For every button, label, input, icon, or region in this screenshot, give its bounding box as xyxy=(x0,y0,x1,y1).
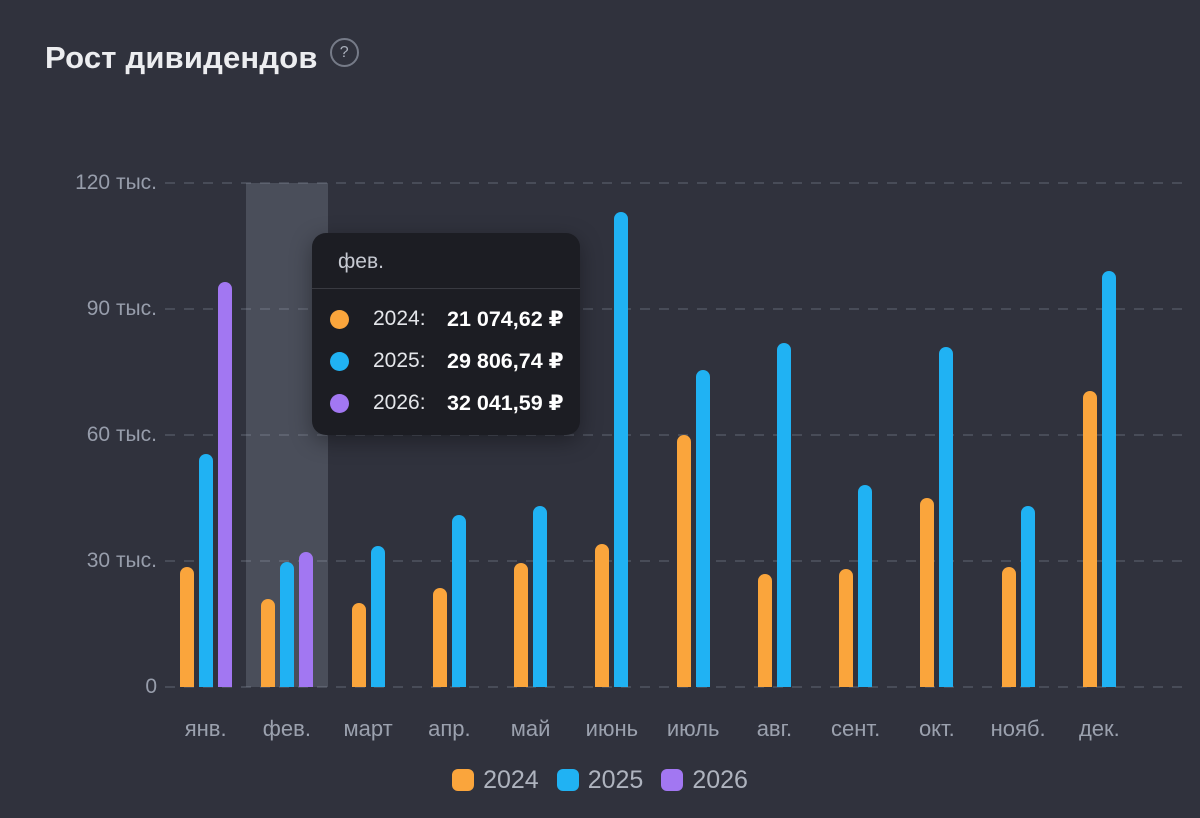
bar-2024-нояб.[interactable] xyxy=(1001,567,1016,687)
tooltip-series-dot-2025 xyxy=(330,351,349,371)
page-title: Рост дивидендов xyxy=(45,40,318,75)
legend-swatch-2026 xyxy=(661,769,684,791)
legend-item-2024[interactable]: 2024 xyxy=(452,766,539,795)
month-slot-сент. xyxy=(815,183,896,687)
legend-label: 2025 xyxy=(587,765,644,794)
bar-2024-сент.[interactable] xyxy=(839,569,854,687)
help-icon[interactable]: ? xyxy=(329,38,359,67)
bar-2025-апр.[interactable] xyxy=(451,515,466,687)
bar-2024-авг.[interactable] xyxy=(757,574,772,687)
tooltip-series-value: 21 074,62 ₽ xyxy=(447,306,564,331)
x-axis-label-март: март xyxy=(343,716,393,741)
month-slot-май xyxy=(490,183,571,687)
y-axis: 120 тыс. 90 тыс. 60 тыс. 30 тыс. 0 xyxy=(0,171,157,698)
x-axis-label-сент.: сент. xyxy=(831,716,881,741)
month-slot-нояб. xyxy=(978,183,1059,687)
x-axis: янв. фев. март апр. май июнь июль авг. сент. окт.… xyxy=(165,716,1185,748)
x-axis-label-июль: июль xyxy=(666,716,720,741)
x-axis-label-авг.: авг. xyxy=(756,716,793,741)
gridline xyxy=(165,182,1185,184)
tooltip-series-value: 32 041,59 ₽ xyxy=(447,390,564,415)
tooltip: фев. 2024: 21 074,62 ₽2025: 29 806,74 ₽202… xyxy=(312,233,580,435)
y-axis-tick: 120 тыс. xyxy=(75,171,157,194)
month-slot-июль xyxy=(653,183,734,687)
plot-area: фев. 2024: 21 074,62 ₽2025: 29 806,74 ₽202… xyxy=(165,182,1185,688)
y-axis-tick: 0 xyxy=(145,675,157,698)
y-axis-tick: 60 тыс. xyxy=(86,423,157,446)
tooltip-row-2025: 2025: 29 806,74 ₽ xyxy=(312,340,580,382)
x-axis-label-фев.: фев. xyxy=(262,716,311,741)
month-slot-окт. xyxy=(896,183,977,687)
bar-2025-фев.[interactable] xyxy=(279,562,294,687)
month-slot-авг. xyxy=(734,183,815,687)
month-slot-апр. xyxy=(409,183,490,687)
bar-2024-март[interactable] xyxy=(351,603,366,687)
month-slot-июнь xyxy=(571,183,652,687)
bar-2024-июнь[interactable] xyxy=(595,544,610,687)
question-mark-glyph: ? xyxy=(339,43,349,61)
bar-2026-фев.[interactable] xyxy=(298,552,313,687)
bar-2024-окт.[interactable] xyxy=(920,498,935,687)
legend-swatch-2025 xyxy=(556,769,579,791)
bar-2025-нояб.[interactable] xyxy=(1020,506,1035,687)
x-axis-label-июнь: июнь xyxy=(585,716,639,741)
bar-2025-янв.[interactable] xyxy=(198,454,213,687)
legend-item-2025[interactable]: 2025 xyxy=(556,765,644,795)
bar-2024-янв.[interactable] xyxy=(179,567,194,687)
legend-swatch-2024 xyxy=(452,769,475,791)
tooltip-series-value: 29 806,74 ₽ xyxy=(447,348,564,373)
x-axis-label-окт.: окт. xyxy=(918,716,955,741)
tooltip-series-dot-2026 xyxy=(330,393,349,413)
bar-2024-фев.[interactable] xyxy=(260,599,275,687)
bar-2025-дек.[interactable] xyxy=(1101,271,1116,687)
x-axis-label-апр.: апр. xyxy=(428,716,471,741)
bar-2024-апр.[interactable] xyxy=(432,588,447,687)
bar-2024-май[interactable] xyxy=(514,563,529,687)
bar-2025-авг.[interactable] xyxy=(776,343,791,687)
bar-2025-июль[interactable] xyxy=(695,370,710,687)
tooltip-series-label: 2026: xyxy=(373,391,426,414)
legend: 2024 2025 2026 xyxy=(0,762,1200,798)
tooltip-series-label: 2025: xyxy=(373,349,426,372)
x-axis-label-дек.: дек. xyxy=(1078,716,1120,741)
tooltip-title: фев. xyxy=(312,233,580,289)
x-axis-label-нояб.: нояб. xyxy=(990,716,1046,741)
legend-label: 2026 xyxy=(692,765,748,794)
tooltip-series-label: 2024: xyxy=(373,307,426,330)
tooltip-row-2024: 2024: 21 074,62 ₽ xyxy=(312,298,580,340)
x-axis-label-май: май xyxy=(510,716,551,741)
bar-2025-сент.[interactable] xyxy=(858,485,873,687)
x-axis-label-янв.: янв. xyxy=(184,716,227,741)
tooltip-row-2026: 2026: 32 041,59 ₽ xyxy=(312,382,580,424)
month-slot-март xyxy=(328,183,409,687)
month-slot-дек. xyxy=(1059,183,1140,687)
bar-2025-июнь[interactable] xyxy=(614,212,629,687)
bar-2024-дек.[interactable] xyxy=(1082,391,1097,687)
tooltip-rows: 2024: 21 074,62 ₽ 2025: 29 806,74 ₽ 2026: 32 … xyxy=(312,289,580,435)
bar-2025-окт.[interactable] xyxy=(939,347,954,687)
month-slot-янв. xyxy=(165,183,246,687)
tooltip-series-dot-2024 xyxy=(330,309,349,329)
chart-header: Рост дивидендов ? xyxy=(45,38,359,76)
legend-item-2026[interactable]: 2026 xyxy=(661,766,748,795)
gridline xyxy=(165,434,1185,436)
gridline xyxy=(165,560,1185,562)
bar-2024-июль[interactable] xyxy=(676,435,691,687)
bar-2025-май[interactable] xyxy=(533,506,548,687)
bar-2025-март[interactable] xyxy=(370,546,385,687)
bar-2026-янв.[interactable] xyxy=(217,282,232,687)
gridline xyxy=(165,308,1185,310)
gridline xyxy=(165,686,1185,688)
legend-label: 2024 xyxy=(483,765,539,794)
y-axis-tick: 30 тыс. xyxy=(86,549,157,572)
y-axis-tick: 90 тыс. xyxy=(86,297,157,320)
